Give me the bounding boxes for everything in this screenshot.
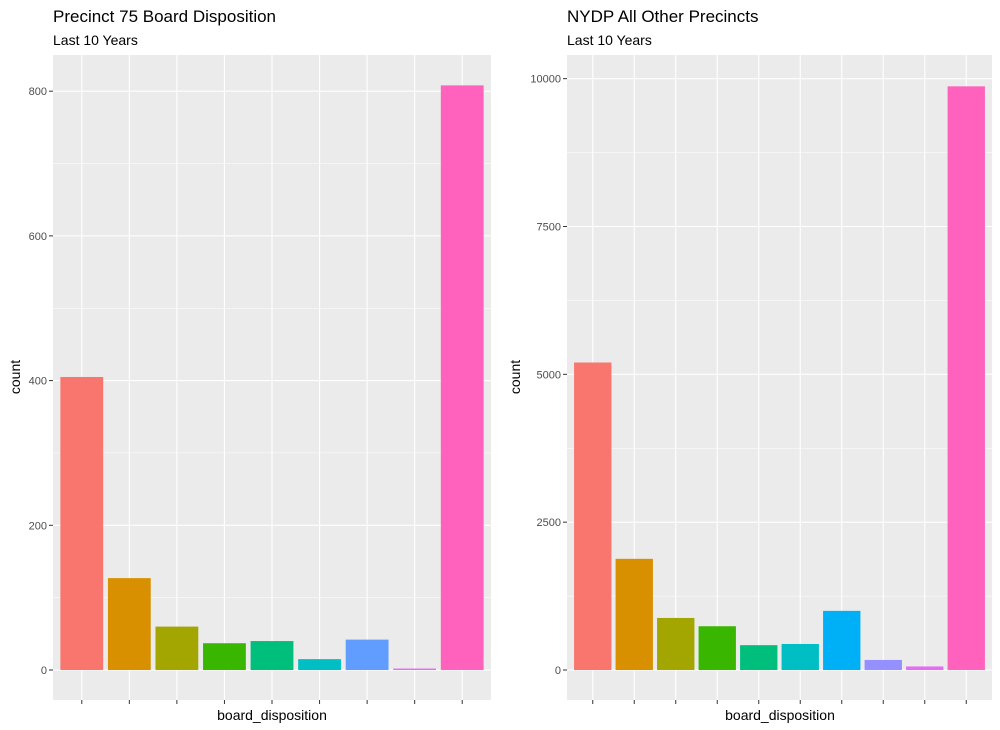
y-tick-label: 7500 — [537, 221, 561, 233]
y-tick-label: 2500 — [537, 517, 561, 529]
bars — [574, 86, 985, 670]
grid-lines — [567, 55, 992, 700]
bars — [60, 85, 484, 670]
chart-title: Precinct 75 Board Disposition — [53, 7, 276, 26]
y-tick-label: 200 — [29, 520, 47, 532]
x-axis — [592, 700, 967, 704]
bar — [615, 558, 653, 670]
bar — [203, 643, 246, 670]
y-tick-label: 5000 — [537, 369, 561, 381]
bar — [393, 668, 437, 670]
chart-title: NYDP All Other Precincts — [567, 7, 758, 26]
bar — [155, 626, 199, 670]
bar — [698, 626, 736, 670]
y-tick-label: 400 — [29, 376, 47, 388]
y-tick-label: 0 — [41, 665, 47, 677]
y-tick-label: 800 — [29, 86, 47, 98]
bar — [947, 86, 985, 670]
y-axis: 0 200 400 600 800 — [29, 86, 53, 677]
bar — [657, 617, 695, 670]
bar — [740, 645, 778, 670]
bar — [60, 376, 104, 670]
chart-subtitle: Last 10 Years — [567, 32, 652, 48]
bar — [823, 610, 861, 670]
chart-panel-all-other-precincts: NYDP All Other Precincts Last 10 Years 0… — [507, 7, 992, 723]
x-axis-title: board_disposition — [217, 707, 327, 723]
x-axis — [81, 700, 463, 704]
bar — [345, 639, 389, 670]
bar — [781, 643, 819, 670]
chart-subtitle: Last 10 Years — [53, 32, 138, 48]
bar — [574, 362, 612, 670]
bar — [906, 666, 944, 670]
y-axis-title: count — [7, 360, 23, 394]
bar — [864, 659, 902, 670]
y-axis-title: count — [507, 360, 523, 394]
bar — [250, 641, 294, 670]
y-tick-label: 10000 — [530, 74, 561, 86]
y-axis: 0 2500 5000 7500 10000 — [530, 74, 567, 677]
chart-panel-precinct-75: Precinct 75 Board Disposition Last 10 Ye… — [7, 7, 491, 723]
bar — [298, 659, 341, 670]
bar — [440, 85, 484, 670]
y-tick-label: 0 — [555, 665, 561, 677]
bar — [107, 578, 151, 670]
y-tick-label: 600 — [29, 231, 47, 243]
x-axis-title: board_disposition — [725, 707, 835, 723]
